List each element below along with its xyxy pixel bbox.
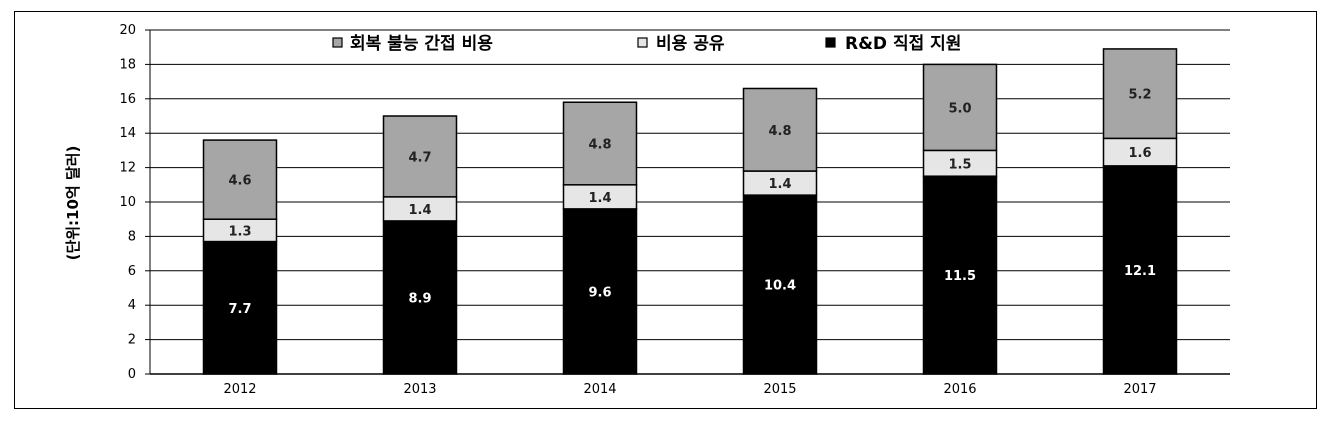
y-tick-label: 10 — [119, 195, 136, 210]
x-tick-label: 2012 — [223, 382, 256, 397]
bar-segment — [1102, 165, 1178, 375]
bar-segment — [922, 149, 998, 177]
y-tick-label: 4 — [128, 298, 136, 313]
bar-segment — [382, 220, 458, 375]
bar-segment — [742, 170, 818, 196]
y-tick-label: 16 — [119, 92, 136, 107]
bars: 7.7 1.3 4.6 8.9 1.4 4.7 9.6 1.4 4.8 10.4 1.4 4.8 11.… — [202, 48, 1178, 375]
bar-segment — [742, 87, 818, 172]
data-label: 5.2 — [1128, 88, 1151, 103]
data-label: 4.8 — [588, 138, 611, 153]
y-tick-label: 20 — [119, 23, 136, 38]
bar-segment — [382, 196, 458, 222]
bar-segment — [1102, 137, 1178, 167]
x-tick-label: 2014 — [583, 382, 616, 397]
legend-swatch — [332, 37, 343, 48]
x-tick-label: 2013 — [403, 382, 436, 397]
legend-label: 회복 불능 간접 비용 — [350, 34, 493, 54]
data-label: 12.1 — [1124, 264, 1156, 279]
bar-segment — [202, 240, 278, 375]
data-label: 1.3 — [228, 224, 251, 239]
y-axis-ticks: 0 2 4 6 8 10 12 14 16 18 20 — [119, 23, 150, 382]
data-label: 11.5 — [944, 269, 976, 284]
data-label: 1.5 — [948, 157, 971, 172]
y-tick-label: 18 — [119, 57, 136, 72]
legend-swatch — [825, 37, 836, 48]
data-label: 1.6 — [1128, 146, 1151, 161]
bar-segment — [922, 63, 998, 152]
x-tick-label: 2015 — [763, 382, 796, 397]
y-tick-label: 0 — [128, 367, 136, 382]
data-label: 1.4 — [408, 203, 431, 218]
x-tick-label: 2016 — [943, 382, 976, 397]
data-label: 4.6 — [228, 174, 251, 189]
y-tick-label: 6 — [128, 264, 136, 279]
data-label: 7.7 — [228, 302, 251, 317]
data-label: 1.4 — [588, 191, 611, 206]
x-axis-ticks: 2012 2013 2014 2015 2016 2017 — [223, 382, 1156, 397]
gridlines — [149, 29, 1230, 375]
bar-segment — [562, 101, 638, 186]
bar-segment — [562, 208, 638, 375]
x-tick-label: 2017 — [1123, 382, 1156, 397]
data-label: 1.4 — [768, 177, 791, 192]
legend-label: R&D 직접 지원 — [845, 34, 961, 54]
data-label: 8.9 — [408, 291, 431, 306]
y-tick-label: 2 — [128, 333, 136, 348]
data-label: 10.4 — [764, 279, 796, 294]
y-tick-label: 12 — [119, 161, 136, 176]
bar-segment — [922, 175, 998, 375]
legend: 회복 불능 간접 비용 비용 공유 R&D 직접 지원 — [332, 34, 961, 54]
bar-segment — [1102, 48, 1178, 140]
y-axis-label: (단위:10억 달러) — [64, 146, 82, 261]
data-label: 4.7 — [408, 150, 431, 165]
data-label: 4.8 — [768, 124, 791, 139]
data-label: 9.6 — [588, 285, 611, 300]
y-tick-label: 8 — [128, 229, 136, 244]
legend-swatch — [637, 37, 648, 48]
y-tick-label: 14 — [119, 126, 136, 141]
data-label: 5.0 — [948, 101, 971, 116]
legend-label: 비용 공유 — [656, 34, 725, 54]
bar-segment — [742, 194, 818, 375]
bar-segment — [382, 115, 458, 198]
bar-segment — [202, 139, 278, 220]
